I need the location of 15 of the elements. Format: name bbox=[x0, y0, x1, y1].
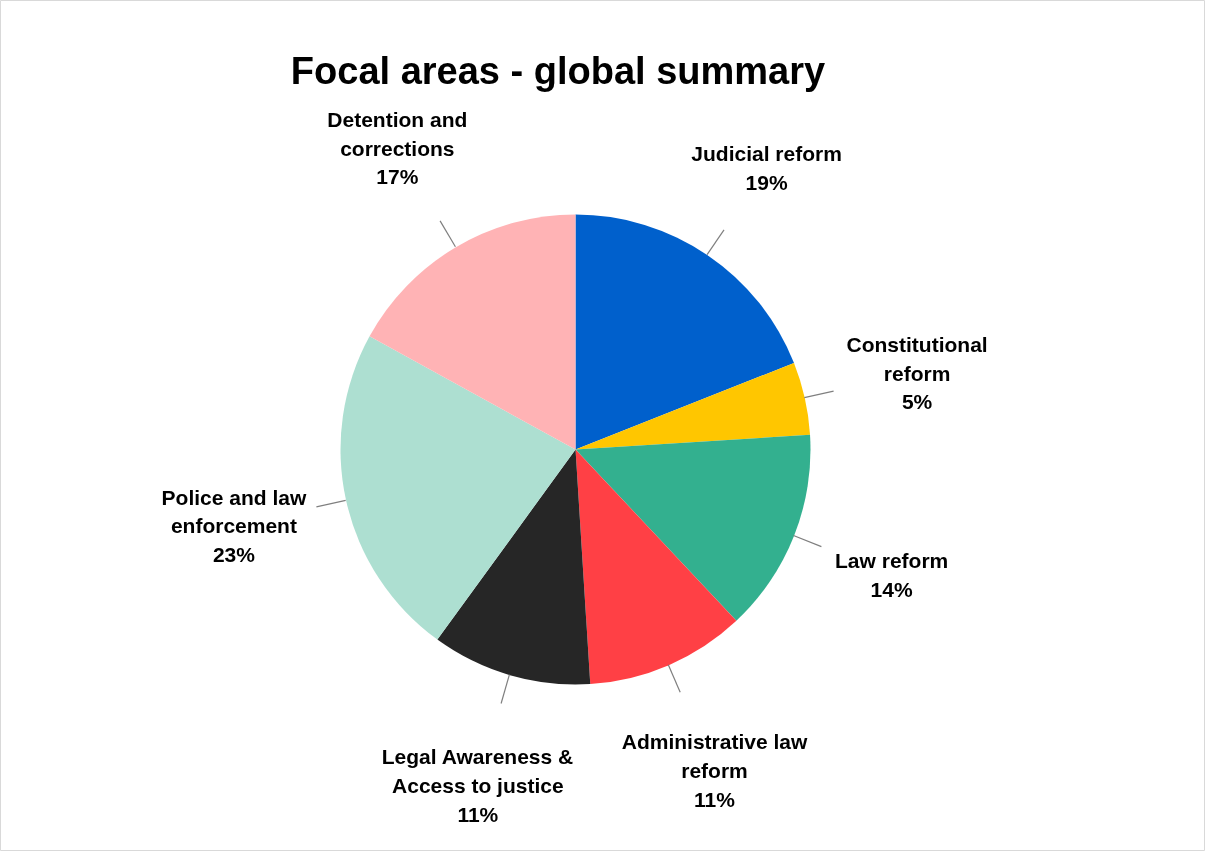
data-label: 11% bbox=[694, 787, 736, 811]
slice-label: Constitutional reform bbox=[846, 332, 988, 385]
data-label: 17% bbox=[376, 165, 419, 189]
slice-label: Law reform bbox=[835, 548, 949, 572]
data-label: 5% bbox=[901, 390, 933, 414]
slice-label: Administrative law reform bbox=[621, 730, 808, 783]
slice-label: Police and law enforcement bbox=[161, 485, 307, 538]
data-label: 14% bbox=[870, 577, 913, 601]
data-label: 23% bbox=[212, 543, 256, 567]
slice-label: Judicial reform bbox=[691, 142, 842, 166]
data-label: 11% bbox=[457, 802, 499, 826]
slice-label: Detention and corrections bbox=[327, 107, 468, 160]
chart-title: Focal areas - global summary bbox=[290, 49, 826, 92]
slice-label: Legal Awareness & Access to justice bbox=[381, 745, 574, 798]
data-label: 19% bbox=[745, 171, 788, 195]
